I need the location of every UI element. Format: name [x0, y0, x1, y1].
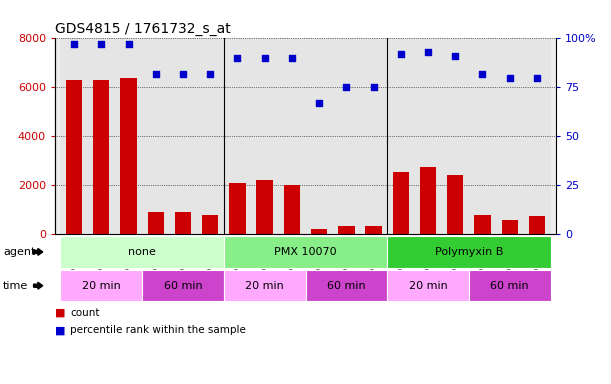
- Bar: [529, 216, 545, 234]
- Bar: [284, 185, 300, 234]
- Bar: [502, 220, 518, 234]
- Point: [233, 55, 243, 61]
- Point: [260, 55, 269, 61]
- Point: [396, 51, 406, 57]
- Bar: [87, 38, 115, 234]
- Bar: [524, 38, 551, 234]
- Point: [97, 41, 106, 47]
- Text: 60 min: 60 min: [491, 281, 529, 291]
- Bar: [169, 38, 197, 234]
- Bar: [442, 38, 469, 234]
- Text: none: none: [128, 247, 156, 257]
- Bar: [365, 226, 382, 234]
- Bar: [197, 38, 224, 234]
- Point: [178, 71, 188, 77]
- Point: [287, 55, 297, 61]
- Bar: [115, 38, 142, 234]
- Bar: [360, 38, 387, 234]
- Bar: [311, 229, 327, 234]
- Text: 20 min: 20 min: [409, 281, 447, 291]
- Point: [205, 71, 215, 77]
- Bar: [224, 38, 251, 234]
- Bar: [66, 80, 82, 234]
- Bar: [229, 183, 246, 234]
- Bar: [420, 167, 436, 234]
- Text: 60 min: 60 min: [164, 281, 202, 291]
- Text: 20 min: 20 min: [82, 281, 120, 291]
- Text: ■: ■: [55, 308, 65, 318]
- Point: [123, 41, 133, 47]
- Text: GDS4815 / 1761732_s_at: GDS4815 / 1761732_s_at: [55, 22, 231, 36]
- Text: agent: agent: [3, 247, 35, 257]
- Text: percentile rank within the sample: percentile rank within the sample: [70, 325, 246, 335]
- Bar: [278, 38, 306, 234]
- Bar: [202, 215, 218, 234]
- Bar: [387, 38, 414, 234]
- Text: 60 min: 60 min: [327, 281, 365, 291]
- Bar: [175, 212, 191, 234]
- Point: [532, 74, 542, 81]
- Text: 20 min: 20 min: [245, 281, 284, 291]
- Point: [505, 74, 514, 81]
- Text: count: count: [70, 308, 100, 318]
- Bar: [60, 38, 87, 234]
- Point: [423, 49, 433, 55]
- Point: [478, 71, 488, 77]
- Point: [69, 41, 79, 47]
- Bar: [469, 38, 496, 234]
- Bar: [120, 78, 137, 234]
- Text: ■: ■: [55, 325, 65, 335]
- Bar: [393, 172, 409, 234]
- Bar: [474, 215, 491, 234]
- Point: [151, 71, 161, 77]
- Bar: [333, 38, 360, 234]
- Text: Polymyxin B: Polymyxin B: [434, 247, 503, 257]
- Bar: [251, 38, 278, 234]
- Bar: [148, 212, 164, 234]
- Bar: [414, 38, 442, 234]
- Bar: [257, 180, 273, 234]
- Point: [368, 84, 378, 91]
- Point: [450, 53, 460, 59]
- Bar: [306, 38, 333, 234]
- Point: [342, 84, 351, 91]
- Text: time: time: [3, 281, 28, 291]
- Bar: [447, 175, 463, 234]
- Bar: [93, 80, 109, 234]
- Text: PMX 10070: PMX 10070: [274, 247, 337, 257]
- Bar: [496, 38, 524, 234]
- Bar: [338, 226, 354, 234]
- Point: [314, 100, 324, 106]
- Bar: [142, 38, 169, 234]
